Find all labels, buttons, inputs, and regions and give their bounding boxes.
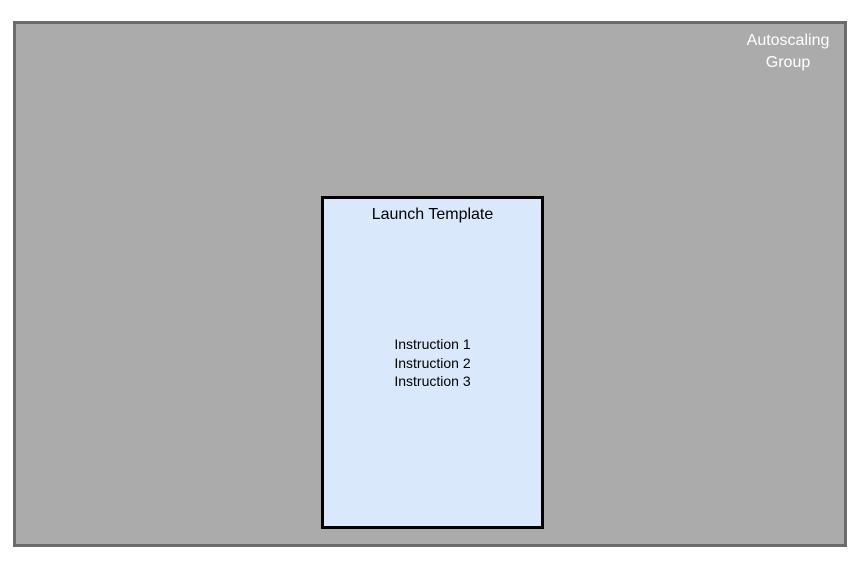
launch-template-box: Launch Template Instruction 1 Instructio…	[321, 196, 544, 529]
autoscaling-group-label: Autoscaling Group	[746, 32, 830, 71]
instruction-item: Instruction 2	[394, 354, 471, 371]
autoscaling-group-container: Autoscaling Group Launch Template Instru…	[13, 21, 847, 547]
launch-template-title: Launch Template	[371, 206, 494, 223]
instruction-item: Instruction 3	[394, 373, 471, 389]
instruction-list: Instruction 1 Instruction 2 Instruction …	[324, 335, 541, 391]
instruction-item: Instruction 1	[394, 336, 471, 352]
